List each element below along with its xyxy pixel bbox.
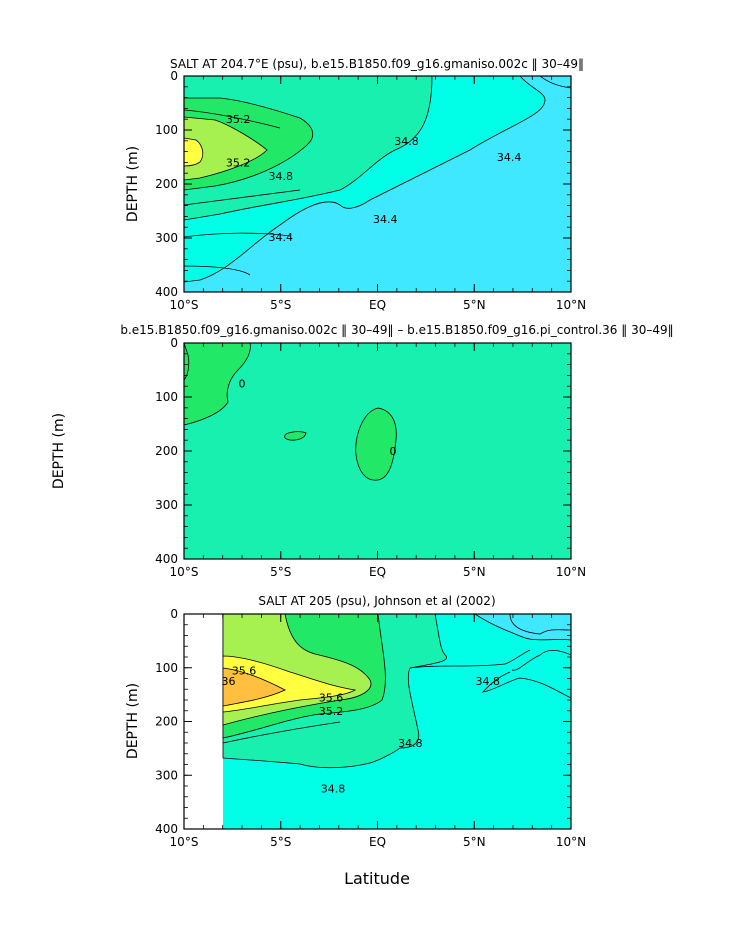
- y-tick-label: 200: [155, 444, 178, 458]
- panel-3-contour-deep: [222, 721, 341, 744]
- panel-3-fill-salinity-max: [222, 667, 286, 707]
- x-tick-label: 5°S: [270, 835, 291, 849]
- panel-2-ylabel: DEPTH (m): [51, 413, 67, 489]
- panel-3-ticks: 10°S 5°S EQ 5°N 10°N 0 100 200 300 400: [155, 607, 586, 849]
- x-tick-label: 10°N: [556, 835, 586, 849]
- contour-label: 35.2: [319, 705, 344, 718]
- panel-2-ticks: 10°S 5°S EQ 5°N 10°N 0 100 200 300 400: [155, 336, 586, 579]
- panel-1-fill-35-6-to-36: [184, 116, 268, 181]
- contour-label: 35.6: [319, 691, 344, 704]
- panel-2-contour-labels: 00: [239, 378, 397, 459]
- contour-label: 34.8: [269, 170, 294, 183]
- panel-3-contour-right-upper: [509, 614, 571, 635]
- y-tick-label: 200: [155, 715, 178, 729]
- panel-1-title: SALT AT 204.7°E (psu), b.e15.B1850.f09_g…: [170, 57, 584, 71]
- contour-label: 35.2: [226, 113, 251, 126]
- x-tick-label: 10°S: [170, 835, 199, 849]
- x-axis-label: Latitude: [344, 869, 410, 888]
- panel-2-positive-region-equator: [355, 407, 397, 481]
- x-tick-label: 5°N: [463, 565, 486, 579]
- contour-label: 34.4: [269, 231, 294, 244]
- x-tick-label: 5°S: [270, 565, 291, 579]
- panel-1-contour-labels: 35.2 35.2 34.8 34.8 34.4 34.4 34.4: [226, 113, 521, 244]
- y-tick-label: 300: [155, 231, 178, 245]
- x-tick-label: 5°S: [270, 298, 291, 312]
- contour-label: 34.8: [398, 737, 423, 750]
- x-tick-label: 10°N: [556, 298, 586, 312]
- x-tick-label: EQ: [369, 298, 386, 312]
- panel-3-contour-34-8-inner: [409, 649, 531, 669]
- panel-3-contour-right-lower: [481, 671, 571, 699]
- contour-label: 34.8: [476, 675, 501, 688]
- contour-label: 35.2: [226, 156, 251, 169]
- x-tick-label: 10°S: [170, 298, 199, 312]
- y-tick-label: 300: [155, 768, 178, 782]
- panel-3-ylabel: DEPTH (m): [125, 683, 141, 759]
- y-tick-label: 400: [155, 552, 178, 566]
- panel-1-contour-35-2-upper: [184, 109, 281, 129]
- contour-label: 34.4: [373, 213, 398, 226]
- x-tick-label: 5°N: [463, 298, 486, 312]
- panel-1-contour-34-8-lower: [184, 189, 301, 206]
- panel-1-contour-34-4-inner: [184, 232, 291, 238]
- x-tick-label: 5°N: [463, 835, 486, 849]
- x-tick-label: 10°N: [556, 565, 586, 579]
- contour-label: 35.6: [232, 664, 257, 677]
- panel-2-title: b.e15.B1850.f09_g16.gmaniso.002c ‖ 30–49…: [120, 323, 673, 337]
- y-tick-label: 100: [155, 661, 178, 675]
- contour-label: 34.8: [394, 135, 419, 148]
- y-tick-label: 0: [170, 607, 178, 621]
- x-tick-label: EQ: [369, 565, 386, 579]
- y-tick-label: 100: [155, 390, 178, 404]
- y-tick-label: 300: [155, 498, 178, 512]
- y-tick-label: 400: [155, 822, 178, 836]
- y-tick-label: 100: [155, 123, 178, 137]
- y-tick-label: 400: [155, 285, 178, 299]
- y-tick-label: 0: [170, 69, 178, 83]
- panel-1-ylabel: DEPTH (m): [125, 146, 141, 222]
- panel-3-title: SALT AT 205 (psu), Johnson et al (2002): [258, 594, 495, 608]
- y-tick-label: 200: [155, 177, 178, 191]
- panel-2-positive-region-left: [184, 343, 251, 426]
- panel-1-contour-34-0-upper-right: [539, 76, 571, 89]
- contour-label: 36: [222, 675, 236, 688]
- panel-3-contour-right-mid: [511, 650, 571, 671]
- contour-label: 0: [239, 378, 246, 391]
- contour-label: 34.4: [497, 151, 522, 164]
- panel-3-fill-34-4-to-34-8: [474, 614, 571, 641]
- panel-1-model-salinity: 35.2 35.2 34.8 34.8 34.4 34.4 34.4 10°S 5°S EQ 5°…: [125, 57, 586, 312]
- x-tick-label: EQ: [369, 835, 386, 849]
- contour-label: 34.8: [321, 783, 346, 796]
- panel-2-small-closed-contour: [284, 431, 307, 441]
- x-tick-label: 10°S: [170, 565, 199, 579]
- y-tick-label: 0: [170, 336, 178, 350]
- panel-1-fill-salinity-max: [184, 137, 204, 167]
- contour-label: 0: [389, 445, 396, 458]
- panel-1-ticks: 10°S 5°S EQ 5°N 10°N 0 100 200 300 400: [155, 69, 586, 312]
- panel-1-contour-34-0-bottom-left: [184, 265, 251, 276]
